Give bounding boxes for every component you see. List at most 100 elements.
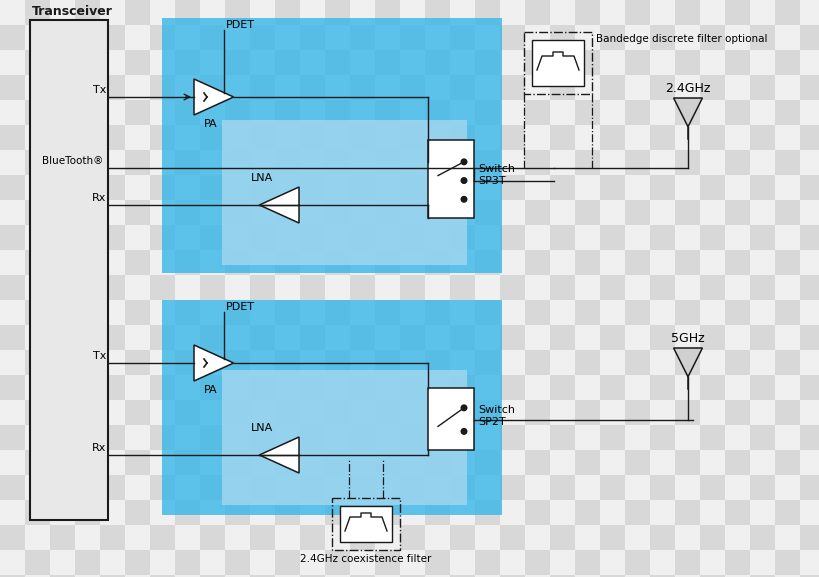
Bar [624, 450, 649, 475]
Bar [799, 550, 819, 575]
Bar [75, 325, 100, 350]
Bar [25, 400, 50, 425]
Bar [50, 425, 75, 450]
Bar [150, 50, 174, 75]
Bar [0, 50, 25, 75]
Bar [150, 275, 174, 300]
Bar [400, 125, 424, 150]
Bar [324, 575, 350, 577]
Bar [250, 375, 274, 400]
Bar [300, 0, 324, 25]
Bar [224, 75, 250, 100]
Bar [274, 475, 300, 500]
Bar [25, 450, 50, 475]
Bar [100, 450, 124, 475]
Bar [724, 75, 749, 100]
Bar [50, 500, 75, 525]
Bar [724, 50, 749, 75]
Bar [0, 425, 25, 450]
Bar [428, 388, 473, 450]
Bar [100, 500, 124, 525]
Bar [224, 0, 250, 25]
Text: Switch
SP3T: Switch SP3T [477, 164, 514, 186]
Bar [674, 400, 699, 425]
Bar [224, 550, 250, 575]
Text: Bandedge discrete filter optional: Bandedge discrete filter optional [595, 34, 767, 44]
Bar [300, 275, 324, 300]
Bar [450, 50, 474, 75]
Bar [649, 250, 674, 275]
Bar [799, 300, 819, 325]
Bar [350, 0, 374, 25]
Bar [250, 500, 274, 525]
Bar [0, 250, 25, 275]
Bar [674, 200, 699, 225]
Bar [75, 550, 100, 575]
Bar [124, 225, 150, 250]
Bar [274, 0, 300, 25]
Bar [550, 550, 574, 575]
Polygon shape [672, 98, 702, 127]
Bar [574, 525, 600, 550]
Bar [424, 25, 450, 50]
Bar [600, 550, 624, 575]
Bar [600, 225, 624, 250]
Bar [400, 100, 424, 125]
Bar [799, 100, 819, 125]
Bar [300, 175, 324, 200]
Bar [0, 25, 25, 50]
Bar [374, 150, 400, 175]
Bar [75, 250, 100, 275]
Bar [774, 200, 799, 225]
Bar [350, 50, 374, 75]
Bar [224, 425, 250, 450]
Bar [500, 250, 524, 275]
Bar [774, 550, 799, 575]
Bar [550, 250, 574, 275]
Bar [274, 50, 300, 75]
Bar [274, 500, 300, 525]
Bar [224, 400, 250, 425]
Bar [25, 225, 50, 250]
Bar [374, 100, 400, 125]
Bar [224, 575, 250, 577]
Bar [150, 225, 174, 250]
Bar [674, 425, 699, 450]
Bar [574, 25, 600, 50]
Bar [574, 375, 600, 400]
Bar [799, 500, 819, 525]
Bar [550, 50, 574, 75]
Bar [749, 150, 774, 175]
Bar [724, 500, 749, 525]
Bar [400, 400, 424, 425]
Bar [324, 275, 350, 300]
Bar [500, 500, 524, 525]
Bar [674, 350, 699, 375]
Bar [75, 275, 100, 300]
Bar [150, 325, 174, 350]
Bar [724, 150, 749, 175]
Bar [724, 200, 749, 225]
Bar [699, 50, 724, 75]
Bar [200, 300, 224, 325]
Bar [749, 550, 774, 575]
Bar [374, 75, 400, 100]
Bar [400, 225, 424, 250]
Bar [300, 150, 324, 175]
Bar [200, 50, 224, 75]
Bar [0, 525, 25, 550]
Bar [150, 550, 174, 575]
Bar [75, 425, 100, 450]
Bar [524, 25, 550, 50]
Bar [75, 150, 100, 175]
Bar [550, 100, 574, 125]
Text: 5GHz: 5GHz [671, 332, 704, 345]
Bar [799, 375, 819, 400]
Bar [624, 575, 649, 577]
Bar [374, 475, 400, 500]
Bar [300, 550, 324, 575]
Bar [600, 425, 624, 450]
Bar [774, 275, 799, 300]
Bar [300, 425, 324, 450]
Bar [799, 225, 819, 250]
